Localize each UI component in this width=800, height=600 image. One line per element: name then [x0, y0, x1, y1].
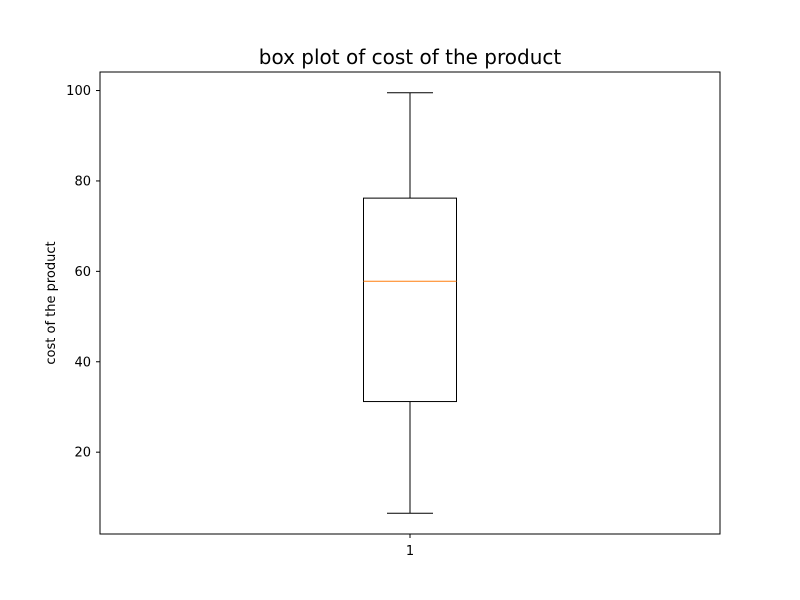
y-tick-label: 40: [74, 355, 91, 370]
plot-area: 20 40 60 80 100 1: [66, 84, 457, 559]
y-tick-label: 60: [74, 265, 91, 280]
y-tick-label: 100: [66, 84, 91, 99]
y-tick-label: 80: [74, 174, 91, 189]
y-axis-label: cost of the product: [44, 241, 59, 364]
y-tick-label: 20: [74, 446, 91, 461]
axes-frame: [99, 71, 721, 535]
box-iqr: [363, 197, 457, 403]
x-tick-label: 1: [406, 544, 414, 559]
chart-title: box plot of cost of the product: [259, 45, 562, 69]
